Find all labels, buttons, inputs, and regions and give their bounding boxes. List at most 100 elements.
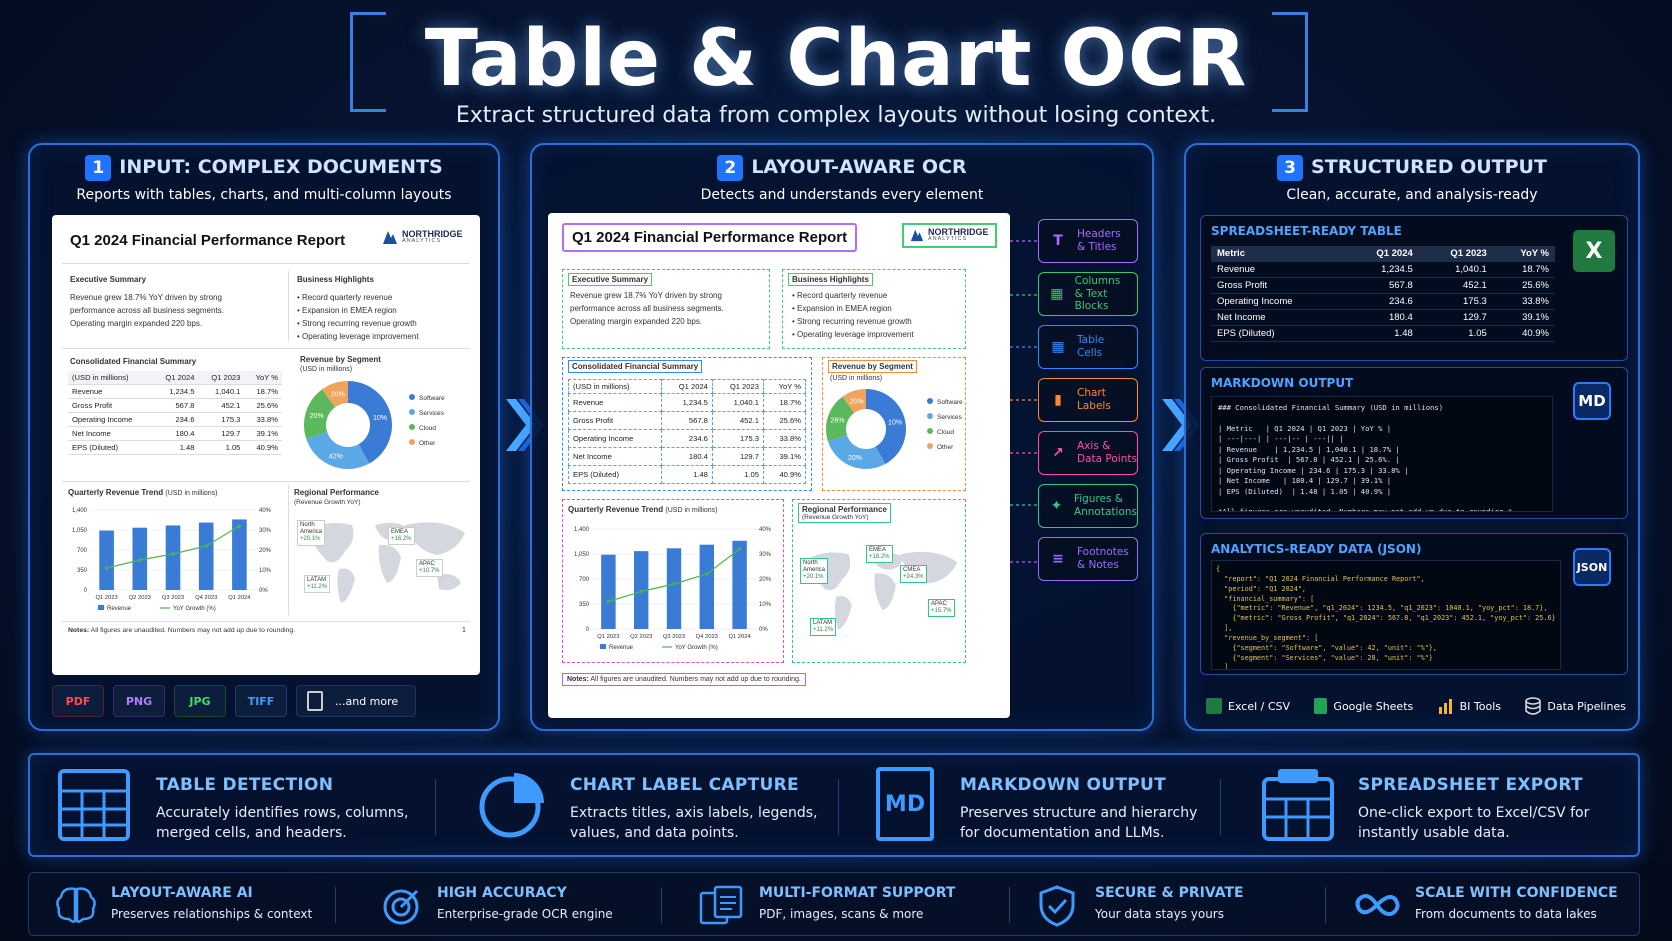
highlight-item: • Strong recurring revenue growth [297, 319, 417, 328]
y-tick-label: 350 [77, 568, 88, 574]
region-label: North America +20.1% [297, 520, 325, 546]
detection-tag: ≡ Footnotes & Notes [1038, 537, 1138, 581]
growth-point [171, 552, 175, 556]
export-bi-tools[interactable]: BI Tools [1438, 698, 1501, 714]
x-tick-label: Q2 2023 [630, 634, 652, 640]
table-row: EPS (Diluted) 1.48 1.05 40.9% [568, 465, 807, 484]
legend-swatch [927, 428, 933, 434]
region-label: APAC +10.7% [416, 559, 443, 578]
benefit-title: LAYOUT-AWARE AI [111, 885, 253, 901]
growth-point [204, 544, 208, 548]
markdown-box: MARKDOWN OUTPUT ### Consolidated Financi… [1200, 367, 1628, 519]
growth-point [237, 524, 241, 528]
legend-swatch [927, 398, 933, 404]
table-row: Operating Income 234.6 175.3 33.8% [68, 412, 282, 427]
benefit-desc: Preserves relationships & context [111, 907, 313, 921]
report-logo: NORTHRIDGE ANALYTICS [382, 229, 463, 245]
pdf-format-icon: PDF [52, 685, 104, 717]
world-map [307, 522, 465, 603]
exec-line: performance across all business segments… [570, 304, 724, 313]
pie-slice-label: 20% [848, 455, 862, 462]
table-row: EPS (Diluted) 1.48 1.05 40.9% [68, 440, 282, 455]
growth-point [672, 582, 676, 586]
pie-slice-label: 20% [331, 392, 345, 399]
json-code-area: { "report": "Q1 2024 Financial Performan… [1211, 560, 1561, 670]
region-label: LATAM +11.2% [810, 618, 837, 637]
highlights-block [782, 269, 966, 349]
markdown-code: ### Consolidated Financial Summary (USD … [1218, 403, 1513, 512]
panel-ocr-title: LAYOUT-AWARE OCR [751, 156, 967, 178]
trend-block [562, 499, 784, 663]
region-subtitle: (Revenue Growth YoY) [294, 499, 361, 506]
page-number: 1 [462, 627, 466, 634]
panel-input-title: INPUT: COMPLEX DOCUMENTS [119, 156, 443, 178]
y2-tick-label: 20% [259, 548, 272, 554]
feature-desc: Extracts titles, axis labels, legends, va… [570, 805, 818, 842]
region-label: EMEA +16.2% [388, 527, 415, 546]
northridge-logo-icon [383, 231, 397, 244]
trend-chart-heading: Quarterly Revenue Trend (USD in millions… [68, 488, 218, 497]
detection-tag-icon: T [1053, 232, 1063, 249]
pie-slice [322, 381, 348, 408]
json-code: { "report": "Q1 2024 Financial Performan… [1216, 565, 1556, 670]
pie-slice-label: 42% [329, 454, 343, 461]
pie-slice-label: 20% [850, 398, 864, 405]
benefit-desc: Enterprise-grade OCR engine [437, 907, 613, 921]
markdown-code-area: ### Consolidated Financial Summary (USD … [1211, 396, 1553, 512]
legend-swatch [927, 413, 933, 419]
json-title: ANALYTICS-READY DATA (JSON) [1211, 542, 1422, 556]
title-bracket-left [350, 12, 386, 112]
export-google-sheets[interactable]: Google Sheets [1314, 698, 1413, 714]
table-row: Operating Income 234.6 175.3 33.8% [568, 429, 807, 448]
exec-line: Operating margin expanded 220 bps. [570, 317, 703, 326]
detection-tag: ▦ Table Cells [1038, 325, 1138, 369]
benefits-bar: LAYOUT-AWARE AI Preserves relationships &… [28, 872, 1640, 936]
financial-table: (USD in millions) Q1 2024 Q1 2023 YoY % Rev… [68, 371, 282, 455]
trend-chart-heading: Quarterly Revenue Trend (USD in millions… [568, 505, 718, 514]
y-tick-label: 0 [586, 627, 590, 633]
legend-swatch [98, 605, 104, 610]
detection-tag: ↗ Axis & Data Points [1038, 431, 1138, 475]
exec-line: Revenue grew 18.7% YoY driven by strong [570, 291, 722, 300]
export-excel[interactable]: Excel / CSV [1206, 698, 1290, 714]
database-icon [1525, 697, 1542, 715]
panel-output-heading: 3 STRUCTURED OUTPUT [1186, 155, 1638, 181]
highlights-title: Business Highlights [788, 273, 873, 286]
step-number: 3 [1277, 155, 1304, 181]
y-tick-label: 1,050 [72, 528, 88, 534]
region-label: North America +20.1% [800, 558, 828, 584]
highlight-item: • Operating leverage improvement [297, 332, 419, 341]
pie-slice [842, 389, 866, 413]
exec-line: Operating margin expanded 220 bps. [70, 319, 203, 328]
y-tick-label: 700 [579, 577, 590, 583]
table-row: Revenue 1,234.5 1,040.1 18.7% [568, 393, 807, 412]
x-tick-label: Q3 2023 [663, 634, 685, 640]
feature-bar: TABLE DETECTION Accurately identifies row… [28, 753, 1640, 857]
bar [666, 548, 682, 629]
legend-label: Other [419, 440, 436, 447]
highlight-item: • Strong recurring revenue growth [792, 317, 912, 326]
feature-spreadsheet-export: SPREADSHEET EXPORT One-click export to Ex… [1260, 767, 1589, 844]
y2-tick-label: 20% [759, 577, 772, 583]
y2-tick-label: 30% [259, 528, 272, 534]
benefit-layout-aware-ai: LAYOUT-AWARE AI Preserves relationships &… [55, 885, 312, 925]
shield-check-icon [1039, 885, 1075, 927]
y-tick-label: 1,050 [574, 552, 590, 558]
region-label: APAC +15.7% [928, 599, 955, 618]
legend-label: YoY Growth (%) [675, 645, 718, 651]
panel-output-title: STRUCTURED OUTPUT [1311, 156, 1547, 178]
legend-label: Services [419, 410, 445, 417]
x-tick-label: Q1 2024 [228, 595, 251, 601]
excel-icon: X [1573, 230, 1615, 272]
legend-label: Software [937, 399, 963, 406]
benefit-desc: From documents to data lakes [1415, 907, 1597, 921]
y2-tick-label: 10% [759, 602, 772, 608]
detection-tag: ✦ Figures & Annotations [1038, 484, 1138, 528]
spreadsheet-title: SPREADSHEET-READY TABLE [1211, 224, 1402, 238]
benefit-title: SECURE & PRIVATE [1095, 885, 1244, 901]
export-data-pipelines[interactable]: Data Pipelines [1525, 697, 1626, 715]
feature-table-detection: TABLE DETECTION Accurately identifies row… [56, 767, 408, 844]
pie-slice [348, 381, 392, 464]
table-row: Revenue 1,234.5 1,040.1 18.7% [68, 384, 282, 399]
step-number: 2 [717, 155, 744, 181]
